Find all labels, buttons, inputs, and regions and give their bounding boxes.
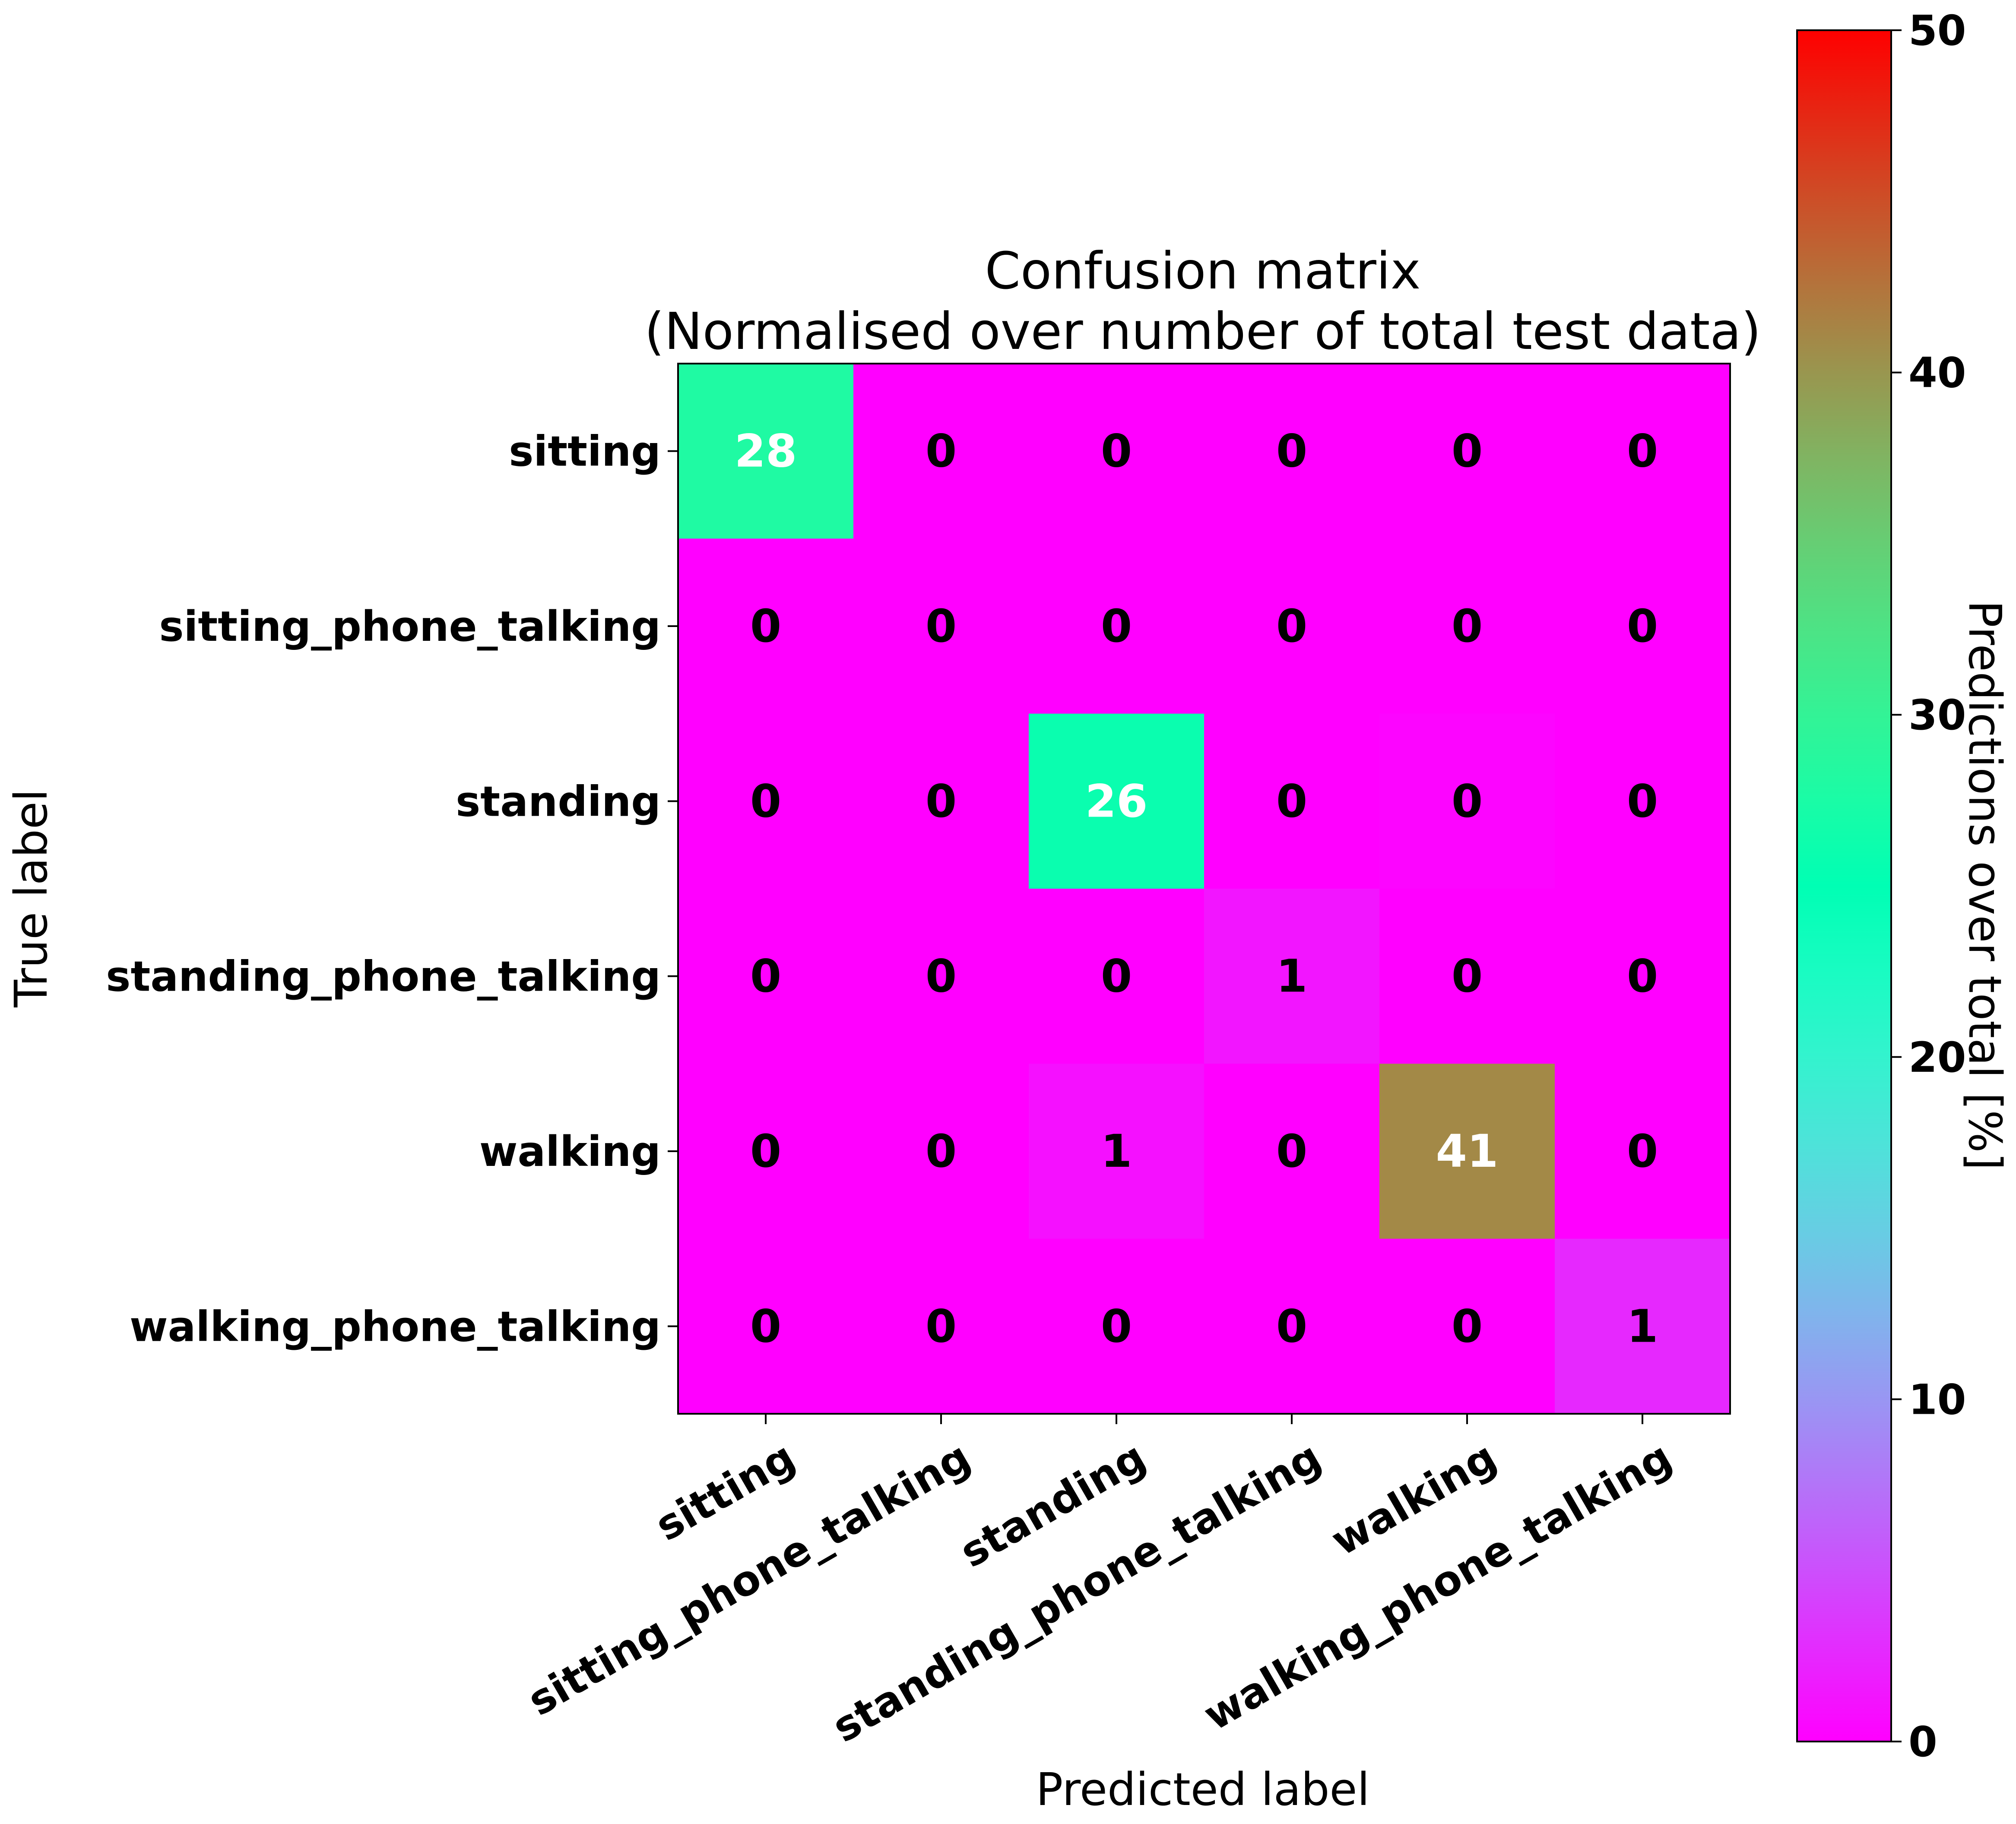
y-tick-label: sitting [509,428,661,476]
heatmap-cell [1555,364,1731,539]
heatmap-cell [1029,538,1205,714]
cell-value-label: 0 [750,1125,781,1178]
colorbar-tick-label: 20 [1908,1033,1966,1082]
cell-value-label: 0 [926,1125,957,1178]
colorbar-tick-label: 0 [1908,1718,1937,1766]
heatmap-cell [1029,889,1205,1064]
heatmap-cell [678,364,854,539]
heatmap-cell [1379,364,1555,539]
cell-value-label: 0 [1276,1125,1307,1178]
y-tick-label: walking_phone_talking [130,1302,661,1351]
heatmap-cell [1029,364,1205,539]
heatmap-cell [853,1064,1029,1239]
chart-title-line2: (Normalised over number of total test da… [644,301,1761,361]
heatmap-cell [1204,889,1380,1064]
cell-value-label: 1 [1276,950,1307,1003]
heatmap-cell [1555,538,1731,714]
cell-value-label: 0 [1452,425,1483,478]
heatmap-cell [853,1238,1029,1414]
y-tick-label: standing [456,777,661,826]
colorbar-tick-label: 30 [1908,691,1966,739]
colorbar-tick-label: 40 [1908,349,1966,397]
heatmap-cell [1204,1238,1380,1414]
heatmap-cell [678,713,854,889]
heatmap-cell [1555,1064,1731,1239]
cell-value-label: 1 [1627,1300,1658,1352]
cell-value-label: 0 [1627,775,1658,827]
cell-value-label: 0 [1627,600,1658,652]
cell-value-label: 0 [1276,1300,1307,1352]
y-tick-label: walking [479,1127,661,1176]
heatmap-cell [1379,1238,1555,1414]
cell-value-label: 0 [1452,1300,1483,1352]
cell-value-label: 0 [1452,600,1483,652]
heatmap-cell [1555,713,1731,889]
y-tick-label: sitting_phone_talking [159,602,661,651]
heatmap-cell [1029,1238,1205,1414]
heatmap-cell [678,1238,854,1414]
cell-value-label: 0 [1627,425,1658,478]
heatmap-cell [1029,1064,1205,1239]
cell-value-label: 0 [1276,775,1307,827]
cell-value-label: 0 [926,950,957,1003]
y-tick-label: standing_phone_talking [106,953,661,1001]
heatmap-cell [1204,1064,1380,1239]
cell-value-label: 0 [1101,950,1132,1003]
heatmap-cell [1204,364,1380,539]
cell-value-label: 0 [926,600,957,652]
cell-value-label: 0 [1276,600,1307,652]
x-axis-label: Predicted label [1036,1763,1370,1816]
cell-value-label: 0 [1276,425,1307,478]
cell-value-label: 0 [750,950,781,1003]
cell-value-label: 28 [735,425,797,478]
heatmap-cell [1204,538,1380,714]
heatmap-cell [1555,1238,1731,1414]
heatmap-cell [853,889,1029,1064]
cell-value-label: 0 [926,425,957,478]
heatmap-plot-area: 28 0 0 0 0 0 0 0 0 0 0 0 0 0 26 0 0 0 0 0 0 1 0 0 0 0 1 0 41 0 0 0 0 0 0 1 s… [106,363,1731,1752]
heatmap-cell [1029,713,1205,889]
cell-value-label: 41 [1436,1125,1499,1178]
colorbar: 0 10 20 30 40 50 [1796,6,1966,1766]
heatmap-cell [1204,713,1380,889]
cell-value-label: 0 [1452,775,1483,827]
heatmap-cell [1379,889,1555,1064]
cell-value-label: 0 [750,1300,781,1352]
colorbar-label: Predictions over total [%] [1959,600,2011,1170]
cell-value-label: 0 [750,600,781,652]
cell-value-label: 0 [1101,1300,1132,1352]
colorbar-tick-label: 50 [1908,6,1966,55]
cell-value-label: 0 [1452,950,1483,1003]
colorbar-tick-label: 10 [1908,1375,1966,1424]
heatmap-cell [853,713,1029,889]
cell-value-label: 1 [1101,1125,1132,1178]
heatmap-cell [853,538,1029,714]
heatmap-cell [1379,713,1555,889]
cell-value-label: 0 [1627,1125,1658,1178]
colorbar-gradient [1796,29,1892,1742]
cell-value-label: 0 [926,775,957,827]
heatmap-cell [678,889,854,1064]
y-axis-label: True label [5,789,57,1007]
cell-value-label: 0 [1101,425,1132,478]
heatmap-cell [1379,1064,1555,1239]
cell-value-label: 0 [750,775,781,827]
heatmap-cell [1555,889,1731,1064]
cell-value-label: 0 [926,1300,957,1352]
cell-value-label: 26 [1085,775,1148,827]
cell-value-label: 0 [1101,600,1132,652]
chart-title-line1: Confusion matrix [985,241,1420,301]
x-tick-label: sitting [647,1433,803,1551]
cell-value-label: 0 [1627,950,1658,1003]
heatmap-cell [678,538,854,714]
plot-frame [677,363,1731,1415]
heatmap-cell [678,1064,854,1239]
heatmap-cell [853,364,1029,539]
heatmap-cell [1379,538,1555,714]
